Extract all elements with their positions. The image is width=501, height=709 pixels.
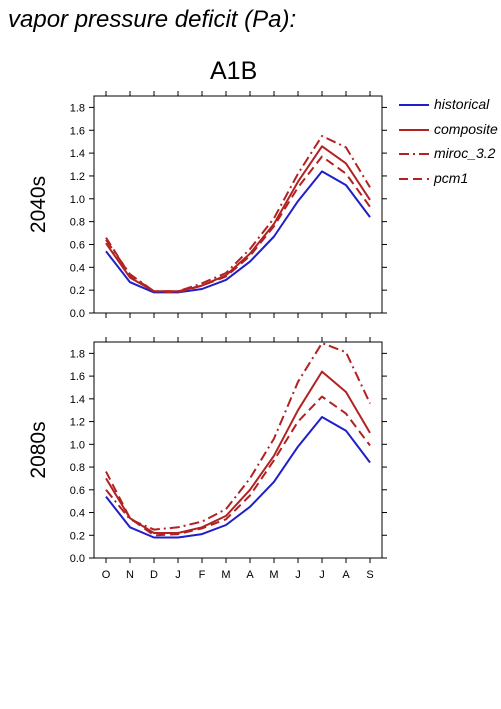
y-tick-label-1-7: 1.4	[70, 394, 85, 406]
x-tick-label-6: A	[246, 569, 254, 581]
x-tick-label-2: D	[150, 569, 158, 581]
x-tick-label-3: J	[175, 569, 181, 581]
y-tick-label-0-0: 0.0	[70, 308, 85, 320]
y-axis-label-1: 2080s	[27, 421, 50, 478]
legend-label-composite: composite	[434, 120, 498, 137]
x-tick-label-9: J	[319, 569, 325, 581]
y-tick-label-1-4: 0.8	[70, 462, 85, 474]
y-tick-label-1-8: 1.6	[70, 371, 85, 383]
y-tick-label-0-7: 1.4	[70, 148, 85, 160]
series-line-historical-0	[105, 170, 371, 294]
legend-swatch-historical	[399, 104, 429, 106]
y-tick-label-0-3: 0.6	[70, 239, 85, 251]
legend-swatch-miroc	[399, 153, 429, 155]
y-tick-label-0-5: 1.0	[70, 194, 85, 206]
legend-label-pcm1: pcm1	[434, 169, 469, 186]
x-tick-label-11: S	[366, 569, 373, 581]
legend-label-miroc: miroc_3.2	[434, 145, 496, 161]
x-tick-label-0: O	[102, 569, 111, 581]
y-tick-label-0-8: 1.6	[70, 125, 85, 137]
figure-heading: vapor pressure deficit (Pa):	[8, 6, 297, 33]
series-line-pcm1-1	[105, 395, 371, 537]
legend-swatch-pcm1	[399, 177, 429, 180]
x-tick-label-1: N	[126, 569, 134, 581]
y-axis-label-0: 2040s	[27, 176, 50, 233]
series-line-miroc-3-2-0	[105, 135, 371, 293]
y-tick-label-1-2: 0.4	[70, 508, 85, 520]
series-line-historical-1	[105, 416, 371, 539]
y-tick-label-0-9: 1.8	[70, 102, 85, 114]
x-tick-label-10: A	[342, 569, 350, 581]
series-line-composite-1	[105, 370, 371, 534]
x-tick-label-8: J	[295, 569, 301, 581]
y-tick-label-1-5: 1.0	[70, 439, 85, 451]
y-tick-label-1-6: 1.2	[70, 417, 85, 429]
y-tick-label-0-1: 0.2	[70, 285, 85, 297]
y-tick-label-1-0: 0.0	[70, 553, 85, 565]
legend-swatch-composite	[399, 128, 429, 131]
y-tick-label-1-1: 0.2	[70, 530, 85, 542]
y-tick-label-0-6: 1.2	[70, 171, 85, 183]
x-tick-label-4: F	[199, 569, 206, 581]
legend-label-historical: historical	[434, 96, 490, 112]
y-tick-label-1-3: 0.6	[70, 485, 85, 497]
y-tick-label-1-9: 1.8	[70, 348, 85, 360]
y-tick-label-0-2: 0.4	[70, 262, 85, 274]
y-tick-label-0-4: 0.8	[70, 217, 85, 229]
plot-frame-1	[93, 341, 383, 559]
scenario-title: A1B	[210, 57, 258, 85]
x-tick-label-5: M	[221, 569, 230, 581]
plot-frame-0	[93, 95, 383, 314]
x-tick-label-7: M	[269, 569, 278, 581]
